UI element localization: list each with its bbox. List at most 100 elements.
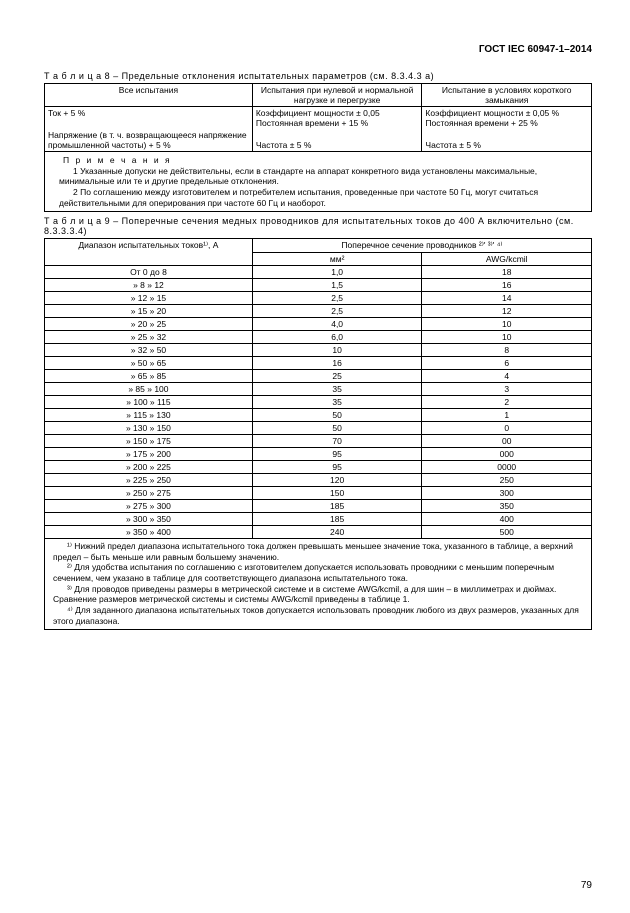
table8-note1: 1 Указанные допуски не действительны, ес… [59, 166, 588, 187]
table-row: » 175 » 20095000 [45, 448, 592, 461]
range-cell: » 12 » 15 [45, 292, 253, 305]
table-row: » 32 » 50108 [45, 344, 592, 357]
table-row: » 150 » 1757000 [45, 435, 592, 448]
table-row: » 130 » 150500 [45, 422, 592, 435]
page-number: 79 [581, 880, 592, 891]
mm2-cell: 95 [252, 461, 422, 474]
range-cell: » 85 » 100 [45, 383, 253, 396]
table9-fn1: ¹⁾ Нижний предел диапазона испытательног… [53, 541, 588, 562]
table-row: » 250 » 275150300 [45, 487, 592, 500]
table-row: » 115 » 130501 [45, 409, 592, 422]
mm2-cell: 2,5 [252, 305, 422, 318]
mm2-cell: 150 [252, 487, 422, 500]
table-row: » 25 » 326,010 [45, 331, 592, 344]
page-container: ГОСТ IEC 60947-1–2014 Т а б л и ц а 8 – … [0, 0, 630, 913]
awg-cell: 6 [422, 357, 592, 370]
range-cell: » 350 » 400 [45, 526, 253, 539]
mm2-cell: 25 [252, 370, 422, 383]
table9-fn4: ⁴⁾ Для заданного диапазона испытательных… [53, 605, 588, 626]
awg-cell: 3 [422, 383, 592, 396]
range-cell: » 15 » 20 [45, 305, 253, 318]
range-cell: » 130 » 150 [45, 422, 253, 435]
range-cell: » 20 » 25 [45, 318, 253, 331]
awg-cell: 2 [422, 396, 592, 409]
table-row: » 12 » 152,514 [45, 292, 592, 305]
awg-cell: 00 [422, 435, 592, 448]
table8-notes: П р и м е ч а н и я 1 Указанные допуски … [45, 152, 592, 212]
table8-r1c: Коэффициент мощности ± 0,05 % Постоянная… [422, 107, 592, 130]
table9-footnotes: ¹⁾ Нижний предел диапазона испытательног… [45, 539, 592, 630]
awg-cell: 250 [422, 474, 592, 487]
table8-r1a: Ток + 5 % [45, 107, 253, 130]
table8-r1b: Коэффициент мощности ± 0,05 Постоянная в… [252, 107, 422, 130]
awg-cell: 8 [422, 344, 592, 357]
table-row: » 8 » 121,516 [45, 279, 592, 292]
table-row: » 85 » 100353 [45, 383, 592, 396]
table-row: » 200 » 225950000 [45, 461, 592, 474]
mm2-cell: 185 [252, 500, 422, 513]
range-cell: » 200 » 225 [45, 461, 253, 474]
mm2-cell: 240 [252, 526, 422, 539]
awg-cell: 16 [422, 279, 592, 292]
awg-cell: 14 [422, 292, 592, 305]
mm2-cell: 1,0 [252, 266, 422, 279]
awg-cell: 400 [422, 513, 592, 526]
mm2-cell: 6,0 [252, 331, 422, 344]
table-row: От 0 до 81,018 [45, 266, 592, 279]
range-cell: » 8 » 12 [45, 279, 253, 292]
table9-head-c: AWG/kcmil [422, 253, 592, 266]
mm2-cell: 50 [252, 422, 422, 435]
table-row: » 275 » 300185350 [45, 500, 592, 513]
table9-head-a: Диапазон испытательных токов¹⁾, А [45, 239, 253, 266]
table8-note2: 2 По соглашению между изготовителем и по… [59, 187, 588, 208]
table8-r2a: Напряжение (в т. ч. возвращающееся напря… [45, 129, 253, 152]
range-cell: » 225 » 250 [45, 474, 253, 487]
range-cell: » 275 » 300 [45, 500, 253, 513]
mm2-cell: 4,0 [252, 318, 422, 331]
awg-cell: 10 [422, 318, 592, 331]
mm2-cell: 120 [252, 474, 422, 487]
range-cell: » 300 » 350 [45, 513, 253, 526]
mm2-cell: 70 [252, 435, 422, 448]
mm2-cell: 95 [252, 448, 422, 461]
range-cell: » 250 » 275 [45, 487, 253, 500]
table-row: » 15 » 202,512 [45, 305, 592, 318]
awg-cell: 10 [422, 331, 592, 344]
table9-caption: Т а б л и ц а 9 – Поперечные сечения мед… [44, 216, 592, 236]
mm2-cell: 2,5 [252, 292, 422, 305]
table-row: » 350 » 400240500 [45, 526, 592, 539]
awg-cell: 4 [422, 370, 592, 383]
awg-cell: 0 [422, 422, 592, 435]
mm2-cell: 50 [252, 409, 422, 422]
awg-cell: 300 [422, 487, 592, 500]
mm2-cell: 185 [252, 513, 422, 526]
awg-cell: 350 [422, 500, 592, 513]
table8-head-all: Все испытания [45, 84, 253, 107]
table-row: » 225 » 250120250 [45, 474, 592, 487]
table-row: » 100 » 115352 [45, 396, 592, 409]
mm2-cell: 16 [252, 357, 422, 370]
awg-cell: 1 [422, 409, 592, 422]
table-row: » 20 » 254,010 [45, 318, 592, 331]
range-cell: От 0 до 8 [45, 266, 253, 279]
range-cell: » 100 » 115 [45, 396, 253, 409]
table-row: » 65 » 85254 [45, 370, 592, 383]
mm2-cell: 35 [252, 383, 422, 396]
mm2-cell: 35 [252, 396, 422, 409]
table8-r2c: Частота ± 5 % [422, 129, 592, 152]
document-title: ГОСТ IEC 60947-1–2014 [44, 44, 592, 55]
mm2-cell: 10 [252, 344, 422, 357]
table8-head-b: Испытания при нулевой и нормальной нагру… [252, 84, 422, 107]
table9-fn3: ³⁾ Для проводов приведены размеры в метр… [53, 584, 588, 605]
table9-head-group: Поперечное сечение проводников ²⁾' ³⁾' ⁴… [252, 239, 591, 253]
table-row: » 50 » 65166 [45, 357, 592, 370]
table-row: » 300 » 350185400 [45, 513, 592, 526]
range-cell: » 25 » 32 [45, 331, 253, 344]
awg-cell: 12 [422, 305, 592, 318]
table9-head-b: мм² [252, 253, 422, 266]
range-cell: » 50 » 65 [45, 357, 253, 370]
table9: Диапазон испытательных токов¹⁾, А Попере… [44, 238, 592, 630]
awg-cell: 0000 [422, 461, 592, 474]
awg-cell: 18 [422, 266, 592, 279]
table9-fn2: ²⁾ Для удобства испытания по соглашению … [53, 562, 588, 583]
